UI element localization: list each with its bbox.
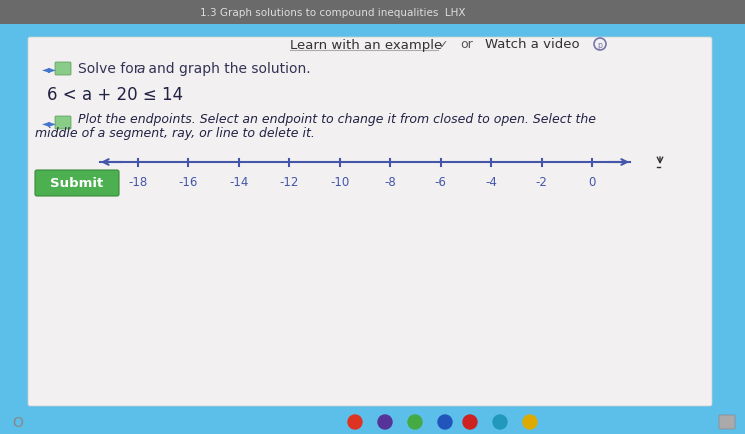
Text: 0: 0: [589, 176, 596, 188]
Text: 6 < a + 20 ≤ 14: 6 < a + 20 ≤ 14: [47, 86, 183, 104]
Text: -8: -8: [384, 176, 396, 188]
Circle shape: [348, 415, 362, 429]
Text: Learn with an example: Learn with an example: [290, 39, 443, 51]
Circle shape: [493, 415, 507, 429]
Text: or: or: [460, 39, 473, 51]
Circle shape: [378, 415, 392, 429]
Text: Watch a video: Watch a video: [485, 39, 580, 51]
FancyBboxPatch shape: [35, 171, 119, 197]
Text: Solve for: Solve for: [78, 62, 144, 76]
Text: -6: -6: [435, 176, 447, 188]
FancyBboxPatch shape: [55, 117, 71, 130]
FancyBboxPatch shape: [719, 415, 735, 429]
Circle shape: [438, 415, 452, 429]
Text: -10: -10: [330, 176, 349, 188]
Text: -4: -4: [485, 176, 497, 188]
Text: -2: -2: [536, 176, 548, 188]
Text: and graph the solution.: and graph the solution.: [144, 62, 311, 76]
Text: -18: -18: [128, 176, 148, 188]
Text: Submit: Submit: [51, 177, 104, 190]
FancyBboxPatch shape: [28, 38, 712, 406]
Circle shape: [408, 415, 422, 429]
Text: middle of a segment, ray, or line to delete it.: middle of a segment, ray, or line to del…: [35, 126, 315, 139]
Text: a: a: [136, 62, 145, 76]
Text: -14: -14: [229, 176, 249, 188]
Text: p: p: [597, 40, 603, 49]
Text: ✓: ✓: [438, 40, 448, 50]
Text: Plot the endpoints. Select an endpoint to change it from closed to open. Select : Plot the endpoints. Select an endpoint t…: [78, 112, 596, 125]
Text: 1.3 Graph solutions to compound inequalities  LHX: 1.3 Graph solutions to compound inequali…: [200, 8, 466, 18]
Circle shape: [463, 415, 477, 429]
Text: ◄►: ◄►: [42, 118, 57, 128]
FancyBboxPatch shape: [55, 63, 71, 76]
FancyBboxPatch shape: [0, 0, 745, 25]
Text: -16: -16: [179, 176, 198, 188]
Circle shape: [523, 415, 537, 429]
Text: -12: -12: [279, 176, 299, 188]
Text: ◄►: ◄►: [42, 64, 57, 74]
Text: O: O: [13, 415, 23, 429]
